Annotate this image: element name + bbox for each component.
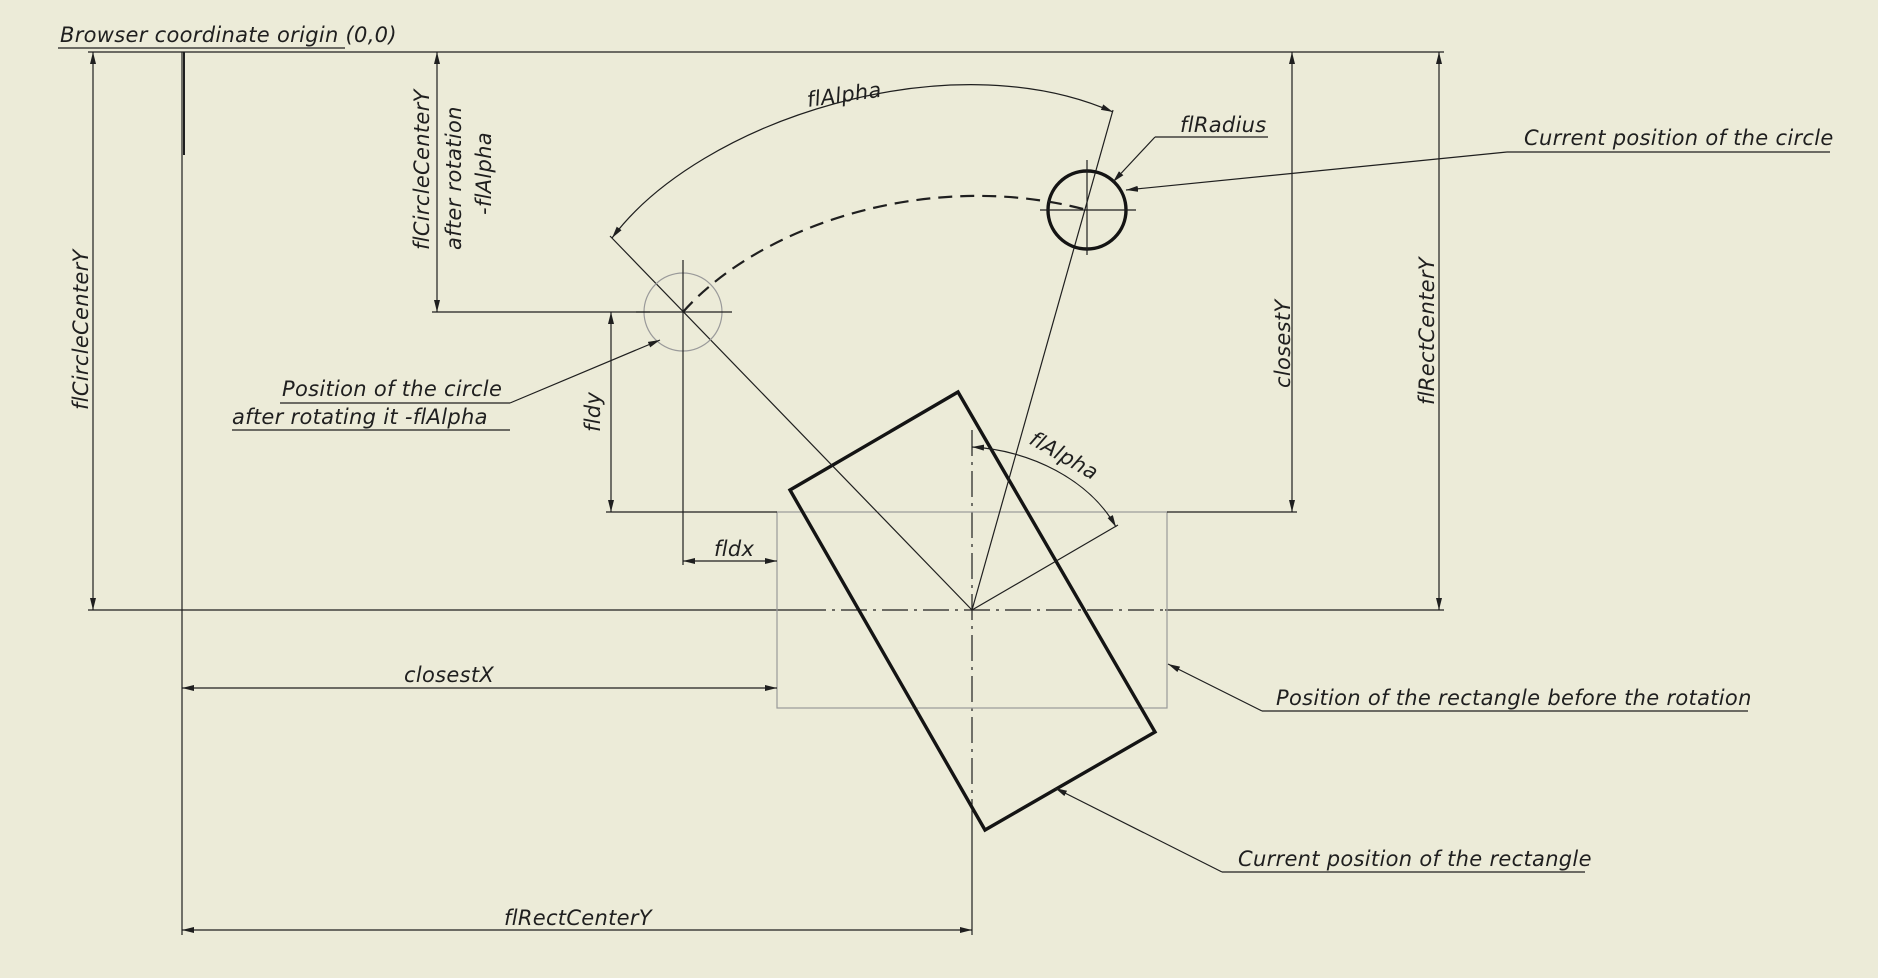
rotated-circle-label-2: after rotating it -flAlpha bbox=[232, 405, 488, 429]
rotation-path-dashed bbox=[682, 194, 1088, 313]
alpha-inner-label: flAlpha bbox=[1026, 427, 1103, 485]
rect-before-label: Position of the rectangle before the rot… bbox=[1276, 686, 1752, 710]
dy-label: fldy bbox=[581, 392, 605, 432]
origin-label: Browser coordinate origin (0,0) bbox=[60, 23, 397, 47]
rect-center-y-bottom-label: flRectCenterY bbox=[504, 906, 654, 930]
circle-y-after-label-3: -flAlpha bbox=[472, 132, 496, 215]
alpha-top-label: flAlpha bbox=[805, 78, 883, 112]
dx-label: fldx bbox=[714, 537, 754, 561]
closest-x-label: closestX bbox=[404, 663, 494, 687]
radius-line-to-rotated-circle bbox=[609, 235, 973, 611]
current-circle-leader bbox=[1125, 151, 1508, 192]
current-rect-leader bbox=[1054, 787, 1223, 873]
circle-y-after-label-1: flCircleCenterY bbox=[410, 87, 434, 250]
closest-y-label: closestY bbox=[1271, 298, 1295, 388]
radius-label: flRadius bbox=[1180, 113, 1267, 137]
circle-y-label: flCircleCenterY bbox=[69, 247, 93, 410]
current-circle-label: Current position of the circle bbox=[1524, 126, 1834, 150]
rotated-circle-leader bbox=[509, 339, 661, 404]
rect-before-leader bbox=[1167, 663, 1263, 712]
rotated-circle-label-1: Position of the circle bbox=[282, 377, 502, 401]
current-rect-label: Current position of the rectangle bbox=[1238, 847, 1592, 871]
rect-center-y-vertical-label: flRectCenterY bbox=[1415, 255, 1439, 405]
circle-y-after-label-2: after rotation bbox=[442, 106, 466, 250]
alpha-ray-line bbox=[971, 524, 1119, 611]
alpha-arc-large bbox=[611, 84, 1114, 239]
alpha-arc-small bbox=[971, 444, 1117, 528]
radius-leader bbox=[1112, 136, 1156, 183]
current-rectangle bbox=[787, 389, 1158, 833]
